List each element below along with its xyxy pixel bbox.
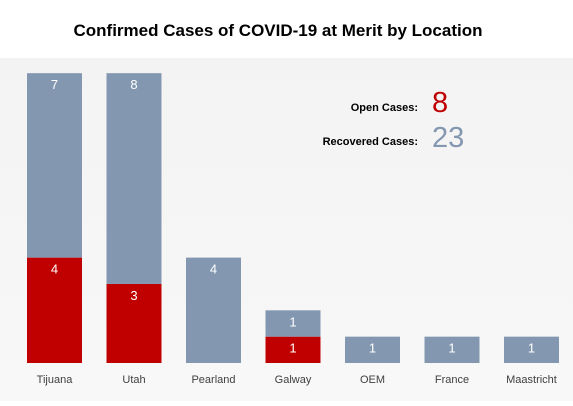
bar-open-galway	[265, 336, 321, 363]
bar-open-tijuana	[27, 257, 82, 363]
open-cases-value: 8	[432, 87, 448, 119]
bars-layer: 4 7 3 8 4 1 1 1 1 1	[27, 73, 559, 363]
open-cases-label: Open Cases:	[351, 102, 418, 114]
bar-value-label: 4	[51, 262, 58, 277]
title-background	[0, 0, 573, 58]
bar-value-label: 1	[528, 341, 535, 356]
category-label: France	[435, 374, 469, 386]
category-label: Maastricht	[506, 374, 557, 386]
bar-value-label: 1	[289, 314, 296, 329]
recovered-cases-label: Recovered Cases:	[323, 136, 418, 148]
bar-recovered-tijuana	[27, 73, 82, 258]
bar-value-label: 3	[130, 288, 137, 303]
category-axis: Tijuana Utah Pearland Galway OEM France Maastr…	[37, 374, 557, 386]
bar-recovered-france	[424, 336, 480, 363]
bar-recovered-utah	[106, 73, 162, 284]
recovered-cases-value: 23	[432, 122, 464, 154]
chart-title: Confirmed Cases of COVID-19 at Merit by …	[73, 21, 482, 40]
bar-value-label: 4	[210, 262, 217, 277]
bar-recovered-oem	[345, 336, 400, 363]
bar-value-label: 1	[448, 341, 455, 356]
category-label: OEM	[360, 374, 385, 386]
bar-open-utah	[106, 283, 162, 363]
category-label: Pearland	[191, 374, 235, 386]
category-label: Tijuana	[37, 374, 74, 386]
bar-recovered-galway	[265, 310, 321, 337]
bar-value-label: 8	[130, 77, 137, 92]
category-label: Galway	[275, 374, 312, 386]
bar-value-label: 1	[289, 341, 296, 356]
bar-value-label: 7	[51, 77, 58, 92]
category-label: Utah	[122, 374, 145, 386]
bar-recovered-pearland	[186, 257, 241, 363]
bar-value-label: 1	[369, 341, 376, 356]
bar-recovered-maastricht	[504, 336, 559, 363]
